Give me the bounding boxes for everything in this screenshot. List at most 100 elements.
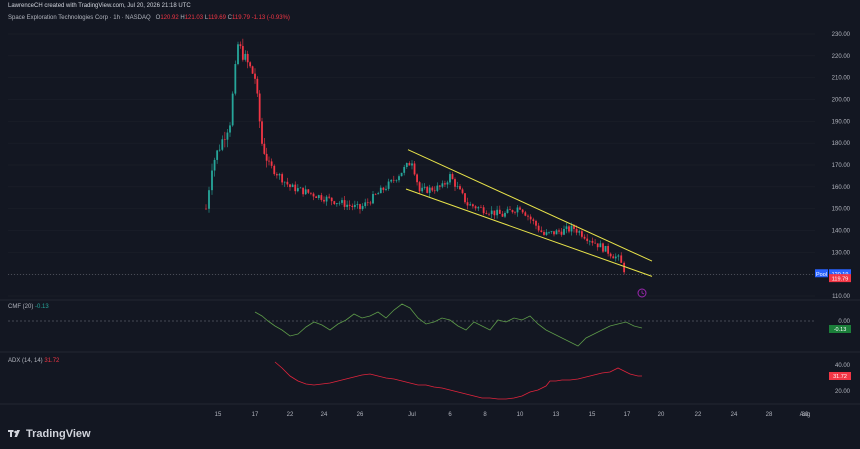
candle-body: [501, 213, 504, 217]
change-value: -1.13 (-0.93%): [251, 15, 290, 21]
candle-body: [366, 202, 369, 203]
candle-body: [283, 181, 286, 183]
price-tick-label: 200.00: [832, 98, 851, 104]
candle-body: [364, 202, 367, 207]
time-tick-label: 15: [589, 412, 596, 418]
candle-body: [289, 184, 291, 188]
candle-body: [498, 209, 501, 214]
time-tick-label: 30: [802, 412, 809, 418]
time-tick-label: 22: [287, 412, 294, 418]
price-tick-label: 170.00: [832, 163, 851, 169]
candle-body: [548, 232, 550, 233]
candle-body: [328, 196, 331, 198]
candle-body: [451, 174, 454, 180]
candle-body: [558, 230, 560, 232]
candle-body: [286, 181, 289, 185]
candle-body: [208, 190, 210, 209]
candle-body: [291, 184, 294, 188]
candle-body: [251, 66, 254, 74]
time-tick-label: 28: [766, 412, 773, 418]
candle-body: [379, 187, 382, 194]
candle-body: [307, 189, 310, 193]
candle-body: [428, 187, 431, 193]
candle-body: [504, 212, 506, 217]
candle-body: [237, 44, 239, 65]
candle-body: [426, 186, 429, 193]
adx-name: ADX (14, 14): [8, 358, 43, 364]
cmf-axis-tick: 0.00: [838, 319, 850, 325]
candle-body: [353, 204, 356, 207]
candle-body: [581, 231, 583, 237]
channel-lower-line: [405, 188, 653, 277]
tradingview-logo-icon: [8, 430, 20, 437]
candle-body: [524, 212, 527, 216]
candle-body: [529, 216, 532, 220]
price-axis: 230.00 220.00 210.00 200.00 190.00 180.00 170.…: [832, 32, 851, 300]
time-tick-label: 13: [553, 412, 560, 418]
candle-body: [568, 226, 570, 232]
candle-body: [335, 203, 338, 205]
candle-body: [493, 210, 496, 216]
channel-upper-line: [407, 149, 653, 262]
candle-body: [446, 182, 449, 185]
cmf-value: -0.13: [35, 304, 49, 310]
candle-body: [234, 64, 237, 94]
candle-body: [268, 160, 270, 162]
candle-body: [555, 230, 558, 235]
candle-body: [509, 209, 511, 211]
cmf-line: [254, 303, 643, 347]
chart-grid: [0, 33, 860, 405]
candle-body: [511, 210, 514, 213]
price-tick-label: 230.00: [832, 32, 851, 38]
candle-body: [205, 208, 207, 210]
candle-body: [527, 215, 529, 217]
candle-body: [387, 181, 390, 189]
candle-body: [537, 225, 540, 231]
candle-body: [403, 166, 406, 173]
candle-body: [609, 253, 612, 257]
candle-body: [614, 256, 617, 259]
candle-body: [438, 185, 441, 187]
symbol-legend: Space Exploration Technologies Corp · 1h…: [8, 15, 290, 21]
candles: [205, 38, 626, 275]
adx-line: [274, 361, 642, 400]
candle-body: [431, 187, 434, 191]
candle-body: [226, 132, 229, 140]
candle-body: [588, 240, 591, 242]
candle-body: [315, 196, 318, 199]
brand[interactable]: TradingView: [8, 428, 91, 440]
clock-icon[interactable]: [637, 288, 647, 298]
time-tick-label: 17: [252, 412, 259, 418]
candle-body: [325, 196, 328, 202]
candle-body: [449, 174, 451, 183]
candle-body: [623, 262, 626, 273]
price-tick-label: 140.00: [832, 229, 851, 235]
price-tick-label: 150.00: [832, 207, 851, 213]
candle-body: [374, 194, 377, 195]
time-tick-label: Aug: [800, 412, 811, 418]
candle-body: [485, 213, 488, 214]
price-tags: Pool120.19119.79: [815, 269, 851, 283]
candle-body: [459, 186, 461, 190]
candle-body: [244, 53, 247, 60]
candle-body: [221, 139, 224, 150]
candle-body: [330, 197, 333, 202]
time-tick-label: 17: [624, 412, 631, 418]
candle-body: [323, 199, 325, 202]
adx-pane: 40.00 20.00 31.72: [274, 361, 851, 400]
candle-body: [263, 143, 266, 154]
candle-body: [270, 161, 273, 166]
candle-body: [423, 186, 426, 188]
candle-body: [596, 243, 599, 248]
price-tick-label: 190.00: [832, 119, 851, 125]
candle-body: [416, 174, 418, 183]
candle-body: [239, 44, 242, 47]
candle-body: [351, 205, 354, 207]
candle-body: [254, 73, 256, 79]
candle-body: [359, 204, 361, 210]
low-value: 119.69: [208, 15, 226, 21]
time-tick-label: 24: [321, 412, 328, 418]
candle-body: [433, 190, 436, 192]
